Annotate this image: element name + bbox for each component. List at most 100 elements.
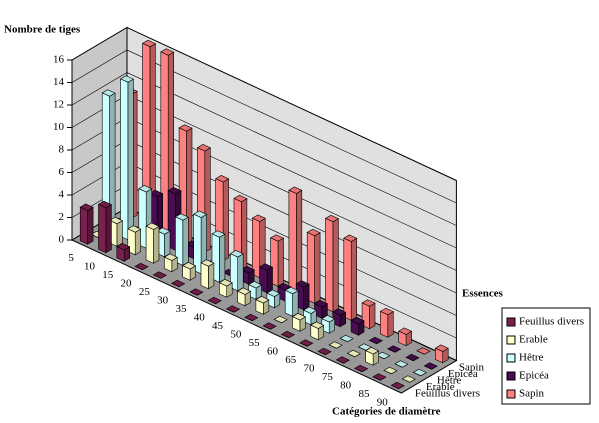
bar-side: [266, 266, 273, 294]
bar: [347, 353, 355, 358]
bar-side: [127, 78, 134, 241]
bar: [145, 225, 154, 264]
bar: [336, 359, 344, 364]
x-tick-label: 40: [194, 311, 206, 323]
grid-line: [71, 49, 457, 204]
z-tick-label: Hêtre: [437, 374, 462, 386]
bar: [405, 357, 414, 362]
legend-swatch: [506, 335, 516, 345]
bar-side: [219, 233, 226, 283]
bar-side: [164, 230, 171, 258]
bar-side: [314, 232, 321, 304]
bar: [292, 316, 301, 332]
bar: [237, 290, 246, 307]
bar: [299, 342, 308, 347]
x-tick-label: 65: [285, 354, 297, 366]
bar: [328, 344, 337, 349]
x-tick-label: 90: [377, 396, 389, 408]
legend-swatch: [506, 389, 516, 399]
bar: [369, 340, 377, 345]
bar: [416, 350, 425, 355]
bar: [134, 266, 143, 271]
legend-box: [501, 307, 591, 405]
bar: [120, 78, 129, 241]
x-tick-label: 85: [358, 388, 370, 400]
x-tick-label: 70: [304, 362, 316, 374]
x-tick-label: 80: [340, 379, 352, 391]
bar: [164, 256, 173, 273]
x-tick-label: 20: [121, 277, 133, 289]
z-tick-label: Erable: [426, 381, 455, 393]
x-tick-label: 50: [230, 328, 242, 340]
bar: [116, 246, 125, 262]
bar: [387, 348, 396, 353]
x-tick-label: 35: [175, 303, 187, 315]
bar: [317, 351, 326, 356]
x-tick-label: 10: [84, 260, 96, 272]
bar: [189, 291, 198, 296]
z-tick-label: Sapin: [459, 361, 485, 373]
bar-side: [116, 220, 123, 247]
bar: [350, 320, 359, 336]
bar: [413, 372, 421, 377]
bar: [424, 365, 432, 370]
bar-side: [153, 225, 160, 264]
bar: [343, 237, 352, 321]
bar: [402, 378, 410, 383]
bar: [79, 206, 88, 245]
bar: [372, 376, 381, 381]
bar: [284, 289, 293, 317]
bar-side: [237, 253, 244, 292]
bar-side: [369, 302, 376, 330]
legend-swatch: [506, 317, 516, 327]
y-tick-label: 2: [59, 211, 65, 223]
x-tick-label: 5: [68, 252, 74, 264]
legend-label: Feuillus divers: [519, 316, 584, 328]
bar: [339, 338, 348, 343]
bar: [182, 265, 191, 281]
bar: [365, 350, 374, 366]
bar: [434, 347, 444, 364]
bar-side: [182, 216, 189, 266]
legend-label: Hêtre: [519, 352, 544, 364]
bar-side: [295, 189, 303, 296]
grid-line: [71, 72, 457, 226]
bar: [383, 370, 392, 375]
legend-swatch: [506, 353, 516, 363]
y-axis-title: Nombre de tiges: [4, 24, 81, 36]
bar: [288, 189, 297, 296]
bar-side: [387, 311, 394, 338]
bar-side: [332, 218, 339, 313]
bar: [244, 317, 253, 322]
bar: [153, 274, 161, 279]
bar-side: [303, 283, 310, 311]
legend-label: Epicéa: [519, 370, 549, 382]
y-tick-label: 8: [59, 144, 65, 156]
bar: [325, 217, 334, 313]
bar-side: [292, 290, 299, 317]
x-tick-label: 15: [102, 269, 114, 281]
x-tick-label: 30: [157, 294, 169, 306]
y-tick-label: 0: [59, 234, 65, 246]
x-axis-title: Catégories de diamètre: [332, 406, 441, 418]
bar: [274, 319, 282, 324]
y-tick-label: 12: [53, 99, 64, 111]
y-tick-label: 14: [53, 76, 65, 88]
bar: [263, 325, 271, 330]
bar: [171, 283, 180, 288]
bar: [193, 213, 202, 275]
legend-label: Erable: [519, 334, 548, 346]
bar: [208, 300, 216, 305]
legend-label: Sapin: [519, 388, 545, 400]
z-tick-label: Feuillus divers: [415, 387, 480, 399]
x-tick-label: 45: [212, 320, 224, 332]
z-tick-label: Epicéa: [448, 368, 478, 380]
x-tick-label: 60: [267, 345, 279, 357]
bar: [200, 262, 209, 290]
bar: [376, 355, 385, 360]
bar: [281, 334, 290, 339]
bar-side: [87, 206, 94, 245]
x-tick-label: 75: [322, 371, 334, 383]
bar-side: [208, 262, 215, 290]
